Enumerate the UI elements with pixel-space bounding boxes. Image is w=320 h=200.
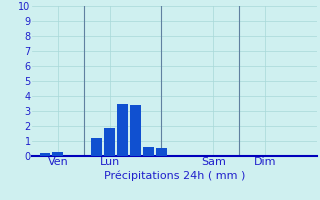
Bar [39, 153, 50, 156]
Bar [130, 105, 141, 156]
Bar [156, 148, 167, 156]
Bar [143, 147, 154, 156]
Bar [104, 128, 115, 156]
Bar [117, 104, 128, 156]
Bar [52, 152, 63, 156]
X-axis label: Précipitations 24h ( mm ): Précipitations 24h ( mm ) [104, 170, 245, 181]
Bar [91, 138, 102, 156]
